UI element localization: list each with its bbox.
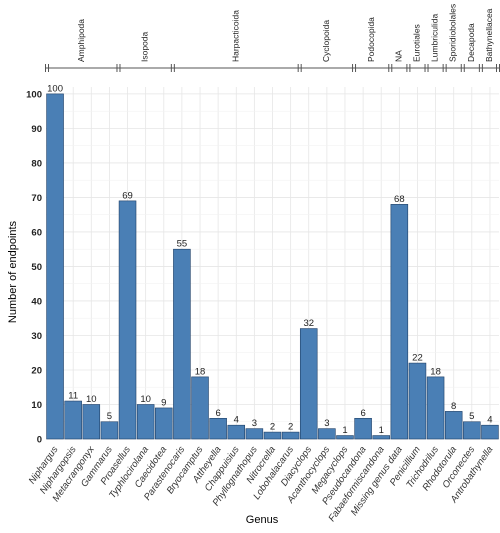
bar-value-label: 8 [451,401,456,412]
group-label: NA [393,50,403,62]
group-label: Lumbriculida [430,14,440,62]
bar-value-label: 11 [68,391,78,402]
bar-value-label: 2 [270,422,275,433]
y-tick-label: 50 [31,262,42,273]
bar [209,417,227,440]
bar-value-label: 3 [324,418,329,429]
bar [263,431,282,440]
bar [118,200,137,440]
group-label: Cyclopoida [321,20,331,62]
y-tick-label: 80 [31,158,42,169]
group-label: Amphipoda [76,19,86,62]
y-axis-title: Number of endpoints [7,220,19,323]
bar [227,424,246,440]
bar [82,404,101,440]
group-label: Bathynellacea [484,8,494,62]
y-tick-label: 10 [31,400,42,411]
bar-value-label: 68 [394,194,405,205]
bar [426,376,445,440]
y-tick-label: 30 [31,331,42,342]
bar [408,362,427,440]
bar-value-label: 6 [215,408,220,419]
group-label: Decapoda [466,23,476,62]
group-label: Eurotiales [411,24,421,62]
bar-value-label: 1 [342,425,347,436]
bar-value-label: 18 [195,366,206,377]
bar [372,435,390,440]
bar-value-label: 18 [430,366,441,377]
bar [100,421,119,440]
bar-value-label: 4 [234,415,239,426]
bar-value-label: 6 [360,408,365,419]
bar-value-label: 22 [412,353,423,364]
bar-value-label: 5 [107,411,112,422]
bar [245,428,264,440]
group-label: Harpacticoida [230,10,240,62]
bar [155,407,173,440]
y-tick-label: 90 [31,124,42,135]
bar [481,424,499,440]
group-label: Isopoda [140,31,150,62]
bar-value-label: 4 [487,415,492,426]
bar-value-label: 32 [303,318,314,329]
y-tick-label: 20 [31,365,42,376]
bar-value-label: 3 [252,418,257,429]
bar-value-label: 69 [122,190,133,201]
x-axis-title: Genus [246,514,279,526]
bar-value-label: 10 [86,394,97,405]
bar-value-label: 9 [161,397,166,408]
bar [46,93,64,440]
y-tick-label: 0 [37,435,42,446]
group-label: Podocopida [366,17,376,62]
bar [336,435,354,440]
bar [299,328,318,440]
x-tick-labels: NiphargusNiphargopsisMetacrangonyxGammar… [27,443,496,523]
bar [281,431,300,440]
bar [136,404,155,440]
bar [318,428,336,440]
bar-value-label: 1 [379,425,384,436]
bar [354,417,372,440]
y-tick-label: 70 [31,193,42,204]
bar [64,400,82,440]
bar [191,376,209,440]
y-tick-label: 100 [26,89,42,100]
bar-value-label: 55 [177,239,188,250]
bar-value-label: 10 [140,394,151,405]
bar [463,421,481,440]
bar [444,411,463,440]
bar-value-label: 5 [469,411,474,422]
bar [173,248,191,440]
taxonomic-order-groups: Amphipoda Isopoda Harpacticoida Cyclopoida P… [45,4,500,72]
bar-value-label: 2 [288,422,293,433]
group-label: Sporidiobolales [448,4,458,62]
y-tick-label: 40 [31,296,42,307]
y-tick-labels: 0 10 20 30 40 50 60 70 80 90 100 [26,89,42,445]
y-tick-label: 60 [31,227,42,238]
bar [390,204,409,440]
bar-value-label: 100 [47,83,63,94]
